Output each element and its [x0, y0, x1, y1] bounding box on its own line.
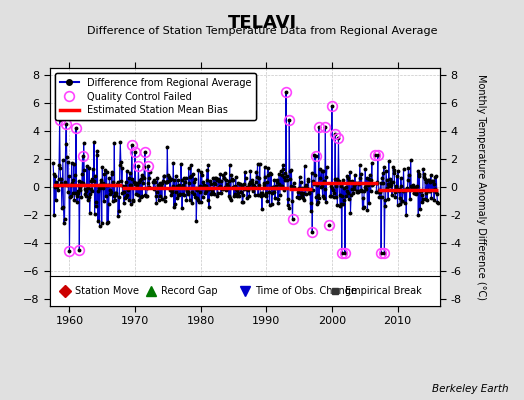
Text: Berkeley Earth: Berkeley Earth: [432, 384, 508, 394]
Text: Time of Obs. Change: Time of Obs. Change: [255, 286, 357, 296]
Text: Record Gap: Record Gap: [161, 286, 217, 296]
Y-axis label: Monthly Temperature Anomaly Difference (°C): Monthly Temperature Anomaly Difference (…: [476, 74, 486, 300]
Legend: Difference from Regional Average, Quality Control Failed, Estimated Station Mean: Difference from Regional Average, Qualit…: [54, 73, 256, 120]
Text: Difference of Station Temperature Data from Regional Average: Difference of Station Temperature Data f…: [87, 26, 437, 36]
Text: Empirical Break: Empirical Break: [344, 286, 421, 296]
Text: TELAVI: TELAVI: [227, 14, 297, 32]
Text: Station Move: Station Move: [75, 286, 139, 296]
